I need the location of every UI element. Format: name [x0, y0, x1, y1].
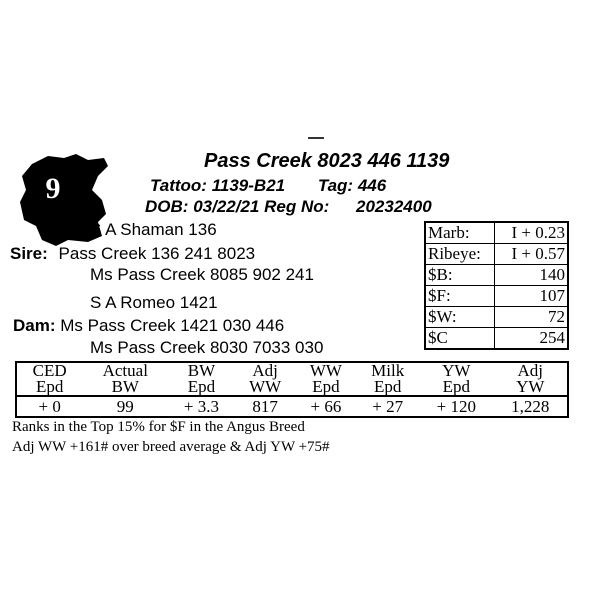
w-label: $W: — [424, 306, 495, 328]
b-value: 140 — [494, 264, 569, 286]
dam-name: Ms Pass Creek 1421 030 446 — [60, 316, 285, 335]
c-value: 254 — [494, 327, 569, 350]
value-cell: + 27 — [356, 395, 419, 417]
value-cell: 817 — [234, 395, 296, 417]
w-value: 72 — [494, 306, 569, 328]
tattoo-label: Tattoo: — [150, 176, 207, 195]
header-cell: YW — [442, 361, 471, 380]
note-weights: Adj WW +161# over breed average & Adj YW… — [12, 439, 330, 455]
b-label: $B: — [424, 264, 495, 286]
header-cell: Epd — [442, 377, 470, 396]
header-cell: BW — [111, 377, 139, 396]
sire-sire: S A Shaman 136 — [90, 220, 217, 239]
dob-value: 03/22/21 — [193, 197, 260, 216]
f-label: $F: — [424, 285, 495, 307]
carcass-table: Marb: I + 0.23 Ribeye: I + 0.57 $B: 140 $F:… — [424, 221, 569, 350]
header-cell: CED — [32, 361, 67, 380]
marb-value: I + 0.23 — [494, 221, 569, 244]
header-cell: WW — [309, 361, 342, 380]
f-value: 107 — [494, 285, 569, 307]
sire-name: Pass Creek 136 241 8023 — [58, 244, 256, 263]
table-row: Ribeye: I + 0.57 — [424, 243, 569, 265]
values-row: + 0 99 + 3.3 817 + 66 + 27 + 120 1,228 — [16, 395, 568, 417]
header-row-top: CED Actual BW Adj WW Milk YW Adj — [16, 362, 568, 379]
tattoo-value: 1139-B21 — [211, 176, 286, 195]
value-cell: 99 — [82, 395, 169, 417]
ribeye-value: I + 0.57 — [494, 243, 569, 265]
table-row: Marb: I + 0.23 — [424, 221, 569, 244]
dam-dam: Ms Pass Creek 8030 7033 030 — [90, 338, 324, 357]
ribeye-label: Ribeye: — [424, 243, 495, 265]
header-cell: YW — [516, 377, 545, 396]
dam-label: Dam: — [13, 316, 56, 335]
value-cell: + 0 — [16, 395, 83, 417]
animal-name: Pass Creek 8023 446 1139 — [204, 150, 450, 172]
sire-dam: Ms Pass Creek 8085 902 241 — [90, 265, 314, 284]
c-label: $C — [424, 327, 495, 350]
sire-line: Sire: Pass Creek 136 241 8023 — [10, 244, 255, 264]
header-cell: WW — [249, 377, 282, 396]
table-row: $W: 72 — [424, 306, 569, 328]
tag-label: Tag: — [317, 176, 354, 195]
note-rank: Ranks in the Top 15% for $F in the Angus… — [12, 419, 305, 435]
table-row: $C 254 — [424, 327, 569, 350]
tattoo-line: Tattoo: 1139-B21 Tag: 446 — [150, 176, 386, 196]
reg-label: Reg No: — [264, 197, 330, 216]
sire-label: Sire: — [10, 244, 48, 263]
value-cell: + 3.3 — [168, 395, 235, 417]
lot-number: 9 — [45, 172, 61, 205]
dob-line: DOB: 03/22/21 Reg No: 20232400 — [145, 197, 432, 217]
header-row-bottom: Epd BW Epd WW Epd Epd Epd YW — [16, 377, 568, 396]
divider — [308, 137, 324, 139]
marb-label: Marb: — [424, 221, 495, 244]
header-cell: Milk — [371, 361, 405, 380]
value-cell: + 120 — [419, 395, 494, 417]
tag-value: 446 — [357, 176, 387, 195]
reg-value: 20232400 — [356, 197, 432, 216]
value-cell: 1,228 — [493, 395, 568, 417]
header-cell: Epd — [312, 377, 340, 396]
dob-label: DOB: — [145, 197, 189, 216]
header-cell: Epd — [187, 377, 216, 396]
header-cell: BW — [187, 361, 216, 380]
lot-number-badge — [20, 154, 108, 246]
header-cell: Actual — [102, 361, 148, 380]
table-row: $B: 140 — [424, 264, 569, 286]
header-cell: Adj — [517, 361, 544, 380]
dam-line: Dam: Ms Pass Creek 1421 030 446 — [13, 316, 284, 336]
epd-table: CED Actual BW Adj WW Milk YW Adj Epd BW … — [15, 361, 569, 418]
header-cell: Epd — [35, 377, 64, 396]
table-row: $F: 107 — [424, 285, 569, 307]
header-cell: Adj — [252, 361, 278, 380]
value-cell: + 66 — [295, 395, 357, 417]
header-cell: Epd — [373, 377, 402, 396]
dam-sire: S A Romeo 1421 — [90, 293, 218, 312]
